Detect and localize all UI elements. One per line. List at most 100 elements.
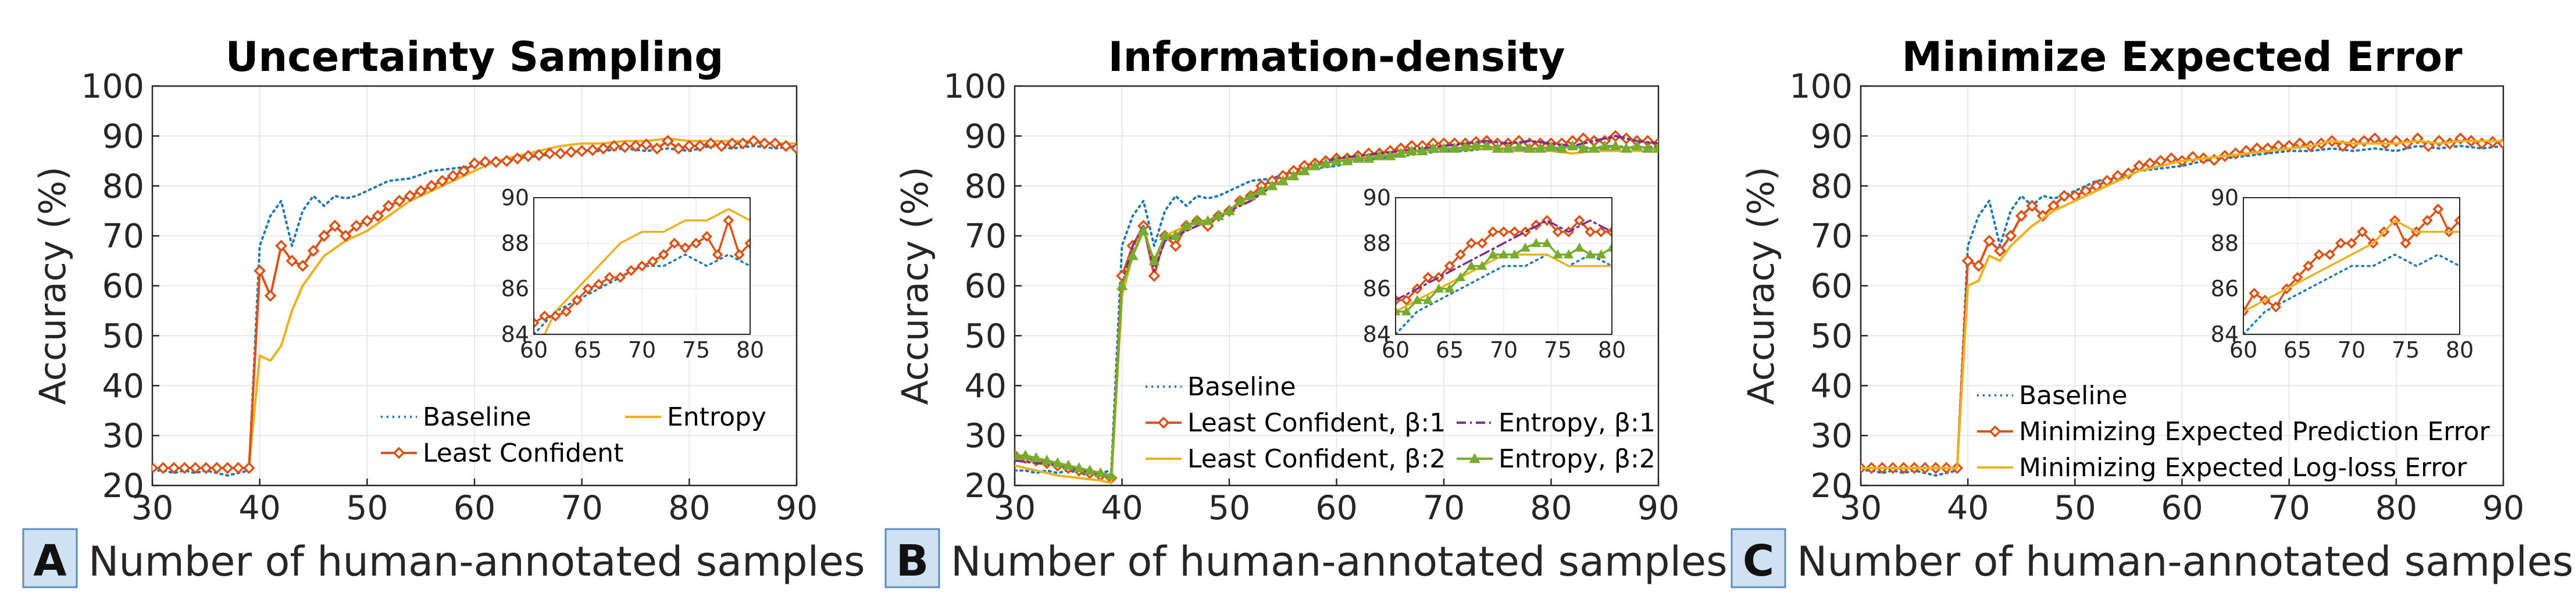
data-point-1-4-35 <box>1385 150 1396 160</box>
data-point-1-4-30 <box>1330 155 1343 166</box>
inset-data-point-1-1-20 <box>1595 226 1607 238</box>
data-point-1-4-13 <box>1148 255 1160 265</box>
inset-data-point-1-1-18 <box>1574 215 1585 226</box>
inset-y-tick-label: 88 <box>2211 230 2239 256</box>
data-point-1-4-10 <box>1116 280 1128 290</box>
inset-data-point-1-1-2 <box>1401 294 1412 306</box>
panel-label-box-0 <box>22 528 78 588</box>
data-point-1-4-2 <box>1030 452 1042 463</box>
data-point-0-2-25 <box>415 184 427 197</box>
data-point-1-4-40 <box>1438 142 1450 153</box>
data-point-2-1-15 <box>2015 209 2028 222</box>
x-tick-label: 80 <box>668 489 711 527</box>
inset-data-point-1-1-16 <box>1552 226 1564 238</box>
data-point-1-4-22 <box>1245 190 1257 201</box>
data-point-0-2-51 <box>694 140 707 152</box>
inset-data-point-1-4-8 <box>1466 260 1476 270</box>
x-tick-label: 70 <box>561 489 603 527</box>
data-point-0-2-46 <box>640 138 652 151</box>
inset-data-point-0-2-21 <box>744 237 750 249</box>
data-point-1-4-34 <box>1373 150 1385 160</box>
data-point-1-4-20 <box>1223 205 1235 216</box>
data-point-0-2-19 <box>350 219 363 232</box>
data-point-0-2-29 <box>458 165 470 177</box>
data-point-2-1-16 <box>2026 199 2039 212</box>
data-point-0-2-40 <box>576 145 588 158</box>
inset-1: 60 65 70 75 80 84 86 88 90 <box>1363 185 1627 363</box>
x-tick-label: 30 <box>1840 489 1882 527</box>
data-point-1-4-7 <box>1084 465 1096 475</box>
data-point-2-1-12 <box>1983 234 1996 247</box>
inset-series-line-1-3 <box>1396 219 1612 301</box>
inset-data-point-0-2-1 <box>534 317 540 329</box>
data-point-0-2-41 <box>586 144 599 156</box>
inset-data-point-0-2-6 <box>582 283 594 295</box>
inset-data-point-2-1-22 <box>2467 228 2475 236</box>
y-tick-label: 40 <box>102 367 144 405</box>
inset-x-tick-label: 60 <box>520 337 548 363</box>
inset-y-tick-label: 86 <box>501 276 529 302</box>
data-point-0-2-32 <box>490 156 502 169</box>
inset-data-point-2-1-16 <box>2400 237 2411 249</box>
legend-label: Minimizing Expected Log-loss Error <box>2019 453 2467 483</box>
inset-series-line-2-0 <box>2243 253 2460 334</box>
inset-y-tick-label: 86 <box>1363 276 1391 302</box>
inset-data-point-1-4-16 <box>1553 249 1563 259</box>
inset-data-point-1-1-12 <box>1509 226 1521 238</box>
inset-y-tick-label: 86 <box>2211 276 2239 302</box>
legend-marker-1-1 <box>1157 416 1170 429</box>
chart-panel-0: 30 40 50 60 70 80 902030405060708090100Uncerta… <box>22 33 865 588</box>
data-point-1-4-54 <box>1588 142 1600 153</box>
inset-data-point-0-2-16 <box>690 237 702 249</box>
data-point-1-4-21 <box>1234 195 1246 205</box>
data-point-0-2-15 <box>307 244 320 257</box>
data-point-2-1-14 <box>2004 230 2017 242</box>
inset-data-point-2-1-18 <box>2421 215 2433 226</box>
inset-data-point-2-1-2 <box>2249 288 2260 299</box>
data-point-1-4-44 <box>1481 140 1493 151</box>
inset-data-point-1-4-20 <box>1596 249 1607 259</box>
inset-data-point-1-1-19 <box>1585 226 1596 238</box>
inset-data-point-1-1-22 <box>1619 228 1627 236</box>
y-tick-label: 80 <box>1810 167 1853 206</box>
inset-x-tick-label: 65 <box>1436 337 1464 363</box>
inset-series-line-2-2 <box>2243 219 2460 313</box>
data-point-1-4-36 <box>1395 147 1407 158</box>
inset-box-0 <box>533 197 751 335</box>
inset-data-point-0-2-17 <box>701 231 713 242</box>
legend-label: Minimizing Expected Prediction Error <box>2019 417 2491 447</box>
data-point-1-4-52 <box>1567 140 1579 151</box>
data-point-0-2-18 <box>339 230 352 242</box>
data-point-0-2-55 <box>737 137 750 150</box>
inset-data-point-1-4-3 <box>1412 295 1422 304</box>
y-tick-label: 70 <box>102 217 144 256</box>
inset-series-0 <box>534 208 765 334</box>
data-point-0-2-10 <box>254 265 266 277</box>
chart-title: Minimize Expected Error <box>1902 33 2463 81</box>
inset-y-tick-label: 84 <box>501 322 529 347</box>
y-tick-label: 100 <box>1789 67 1853 106</box>
data-point-1-4-25 <box>1277 175 1289 185</box>
data-point-0-2-52 <box>704 137 717 150</box>
y-tick-label: 90 <box>1810 117 1853 156</box>
y-tick-label: 100 <box>81 67 144 106</box>
data-point-0-2-42 <box>597 142 610 155</box>
data-point-0-2-4 <box>189 462 202 474</box>
inset-data-point-1-4-17 <box>1563 249 1574 259</box>
data-point-1-4-24 <box>1266 180 1278 191</box>
inset-data-point-0-2-15 <box>679 242 691 253</box>
x-tick-label: 30 <box>994 489 1036 527</box>
y-tick-label: 100 <box>943 67 1007 106</box>
legend-label: Baseline <box>423 402 531 432</box>
data-point-1-4-23 <box>1255 185 1268 195</box>
data-point-0-2-23 <box>393 195 406 207</box>
data-point-0-2-26 <box>425 180 438 192</box>
inset-data-point-0-2-22 <box>757 239 765 247</box>
data-point-1-4-51 <box>1556 142 1568 153</box>
x-tick-label: 70 <box>2268 489 2310 527</box>
x-tick-label: 90 <box>776 489 818 527</box>
panel-label: C <box>1743 536 1774 586</box>
data-point-0-2-49 <box>672 142 685 155</box>
data-point-1-4-28 <box>1309 160 1321 170</box>
inset-x-tick-label: 65 <box>2284 337 2311 363</box>
